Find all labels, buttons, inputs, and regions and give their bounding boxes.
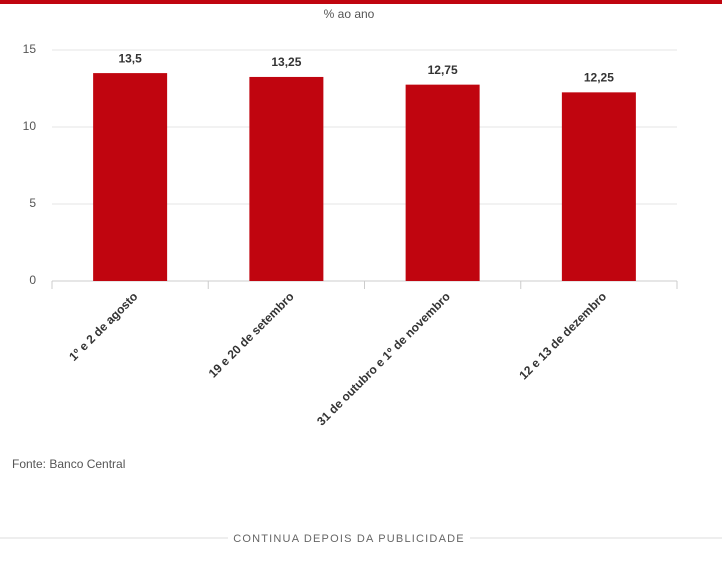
source-note: Fonte: Banco Central (12, 457, 125, 471)
ad-notice: CONTINUA DEPOIS DA PUBLICIDADE (233, 533, 465, 545)
bar (405, 84, 480, 282)
y-tick-label: 0 (29, 273, 36, 287)
chart-subtitle: % ao ano (324, 7, 375, 21)
y-tick-label: 5 (29, 196, 36, 210)
value-label: 12,25 (584, 71, 614, 85)
x-tick-label: 1º e 2 de agosto (66, 289, 140, 363)
value-label: 13,25 (271, 55, 301, 69)
bar (249, 76, 324, 281)
y-tick-label: 15 (23, 42, 37, 56)
x-tick-label: 19 e 20 de setembro (206, 289, 297, 380)
value-label: 12,75 (428, 63, 458, 77)
value-label: 13,5 (118, 51, 142, 65)
y-tick-label: 10 (23, 119, 37, 133)
top-bar (0, 0, 722, 4)
bar (93, 73, 168, 281)
x-tick-label: 31 de outubro e 1º de novembro (314, 289, 453, 428)
bar (561, 92, 636, 281)
x-tick-label: 12 e 13 de dezembro (516, 289, 609, 382)
